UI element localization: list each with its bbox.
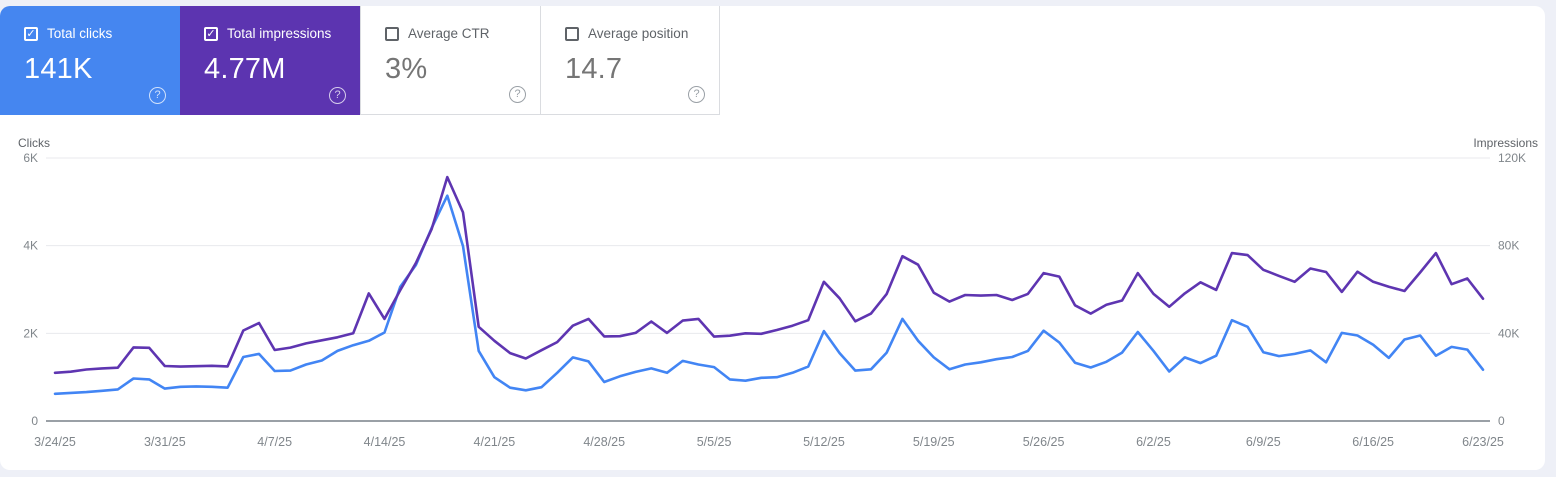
help-icon[interactable]: ? — [509, 86, 526, 103]
total-impressions-label: Total impressions — [227, 26, 332, 41]
average-position-card[interactable]: Average position 14.7 ? — [540, 6, 720, 115]
total-clicks-value: 141K — [24, 53, 93, 85]
average-ctr-value: 3% — [385, 53, 428, 85]
average-position-label: Average position — [588, 26, 689, 41]
help-icon[interactable]: ? — [149, 87, 166, 104]
total-clicks-label: Total clicks — [47, 26, 113, 41]
total-clicks-checkbox[interactable]: ✓ — [24, 26, 38, 41]
help-icon[interactable]: ? — [688, 86, 705, 103]
help-icon[interactable]: ? — [329, 87, 346, 104]
average-ctr-card[interactable]: Average CTR 3% ? — [360, 6, 540, 115]
average-ctr-label: Average CTR — [408, 26, 490, 41]
average-position-value: 14.7 — [565, 53, 623, 85]
total-impressions-value: 4.77M — [204, 53, 286, 85]
total-clicks-card[interactable]: ✓ Total clicks 141K ? — [0, 6, 180, 115]
total-impressions-card[interactable]: ✓ Total impressions 4.77M ? — [180, 6, 360, 115]
average-ctr-checkbox[interactable] — [385, 26, 399, 41]
total-impressions-checkbox[interactable]: ✓ — [204, 26, 218, 41]
average-position-checkbox[interactable] — [565, 26, 579, 41]
metric-cards-row: ✓ Total clicks 141K ? ✓ Total impression… — [0, 6, 720, 115]
